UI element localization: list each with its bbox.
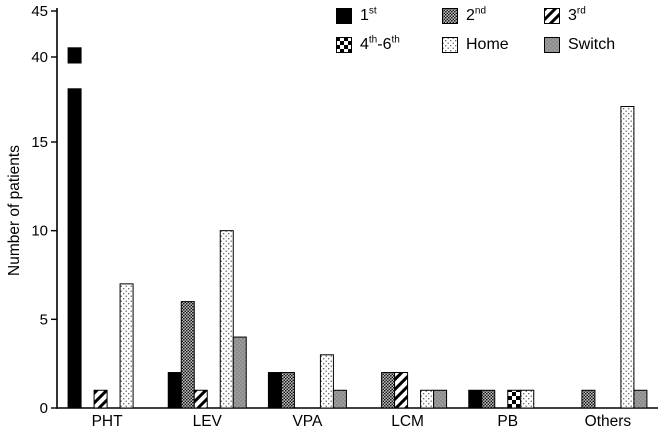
legend-swatch-solid-black-icon [336,8,352,24]
x-axis-label: LEV [193,413,223,430]
y-tick-label: 40 [31,49,48,66]
legend-item-1st: 1st [336,6,442,26]
bar-LCM-Home [420,389,435,409]
legend-swatch-gray-icon [544,37,560,53]
legend-label: Switch [568,36,616,53]
x-axis-label: LCM [391,413,424,430]
legend-item-3rd: 3rd [544,6,664,26]
legend-swatch-diagonal-hatch-icon [544,8,560,24]
legend-item-Switch: Switch [544,35,664,55]
y-tick-label: 15 [31,134,48,151]
y-tick-label: 45 [31,3,48,20]
x-axis-label: VPA [292,413,323,430]
bar-LEV-Switch [232,336,247,409]
bar-LEV-Home [219,230,234,409]
bar-PB-4th-6th [507,389,522,409]
bar-VPA-Home [319,354,334,409]
bar-LEV-3rd [193,389,208,409]
bar-VPA-2nd [280,372,295,409]
bar-PB-1st [468,389,483,409]
legend: 1st 2nd 3rd 4th-6th Home Switch [336,6,664,55]
x-axis-label: Others [585,413,632,430]
bar-Others-Home [620,106,635,409]
legend-label: 4th-6th [360,34,400,53]
legend-swatch-checkerboard-icon [336,37,352,53]
bar-LCM-Switch [433,389,448,409]
axes: 0 5 10 15 40 45 [31,3,658,417]
x-axis-label: PHT [92,413,124,430]
y-axis-title: Number of patients [6,145,23,276]
bar-VPA-1st [267,372,282,409]
bar-Others-Switch [633,389,648,409]
legend-item-2nd: 2nd [442,6,544,26]
bar-LCM-3rd [394,372,409,409]
axis-labels: PHT LEV VPA LCM PB Others [92,413,632,430]
bar-PB-2nd [481,389,496,409]
legend-item-Home: Home [442,35,544,55]
y-tick-label: 10 [31,223,48,240]
bar-Others-2nd [581,389,596,409]
y-tick-label: 5 [40,311,48,328]
bar-PHT-Home [119,283,134,409]
legend-label: 2nd [466,5,487,24]
legend-label: Home [466,36,509,53]
x-axis-label: PB [497,413,518,430]
bar-PHT-1st [67,47,82,64]
bar-PB-Home [520,389,535,409]
legend-item-4th-6th: 4th-6th [336,35,442,55]
bar-PHT-1st [67,88,82,409]
legend-label: 3rd [568,5,586,24]
bar-LEV-1st [167,372,182,409]
bar-PHT-3rd [93,389,108,409]
bars [67,47,648,409]
legend-swatch-light-stipple-icon [442,37,458,53]
legend-swatch-dark-stipple-icon [442,8,458,24]
y-tick-label: 0 [40,400,48,417]
bar-LEV-2nd [180,301,195,409]
bar-LCM-2nd [381,372,396,409]
bar-VPA-Switch [332,389,347,409]
legend-label: 1st [360,5,377,24]
